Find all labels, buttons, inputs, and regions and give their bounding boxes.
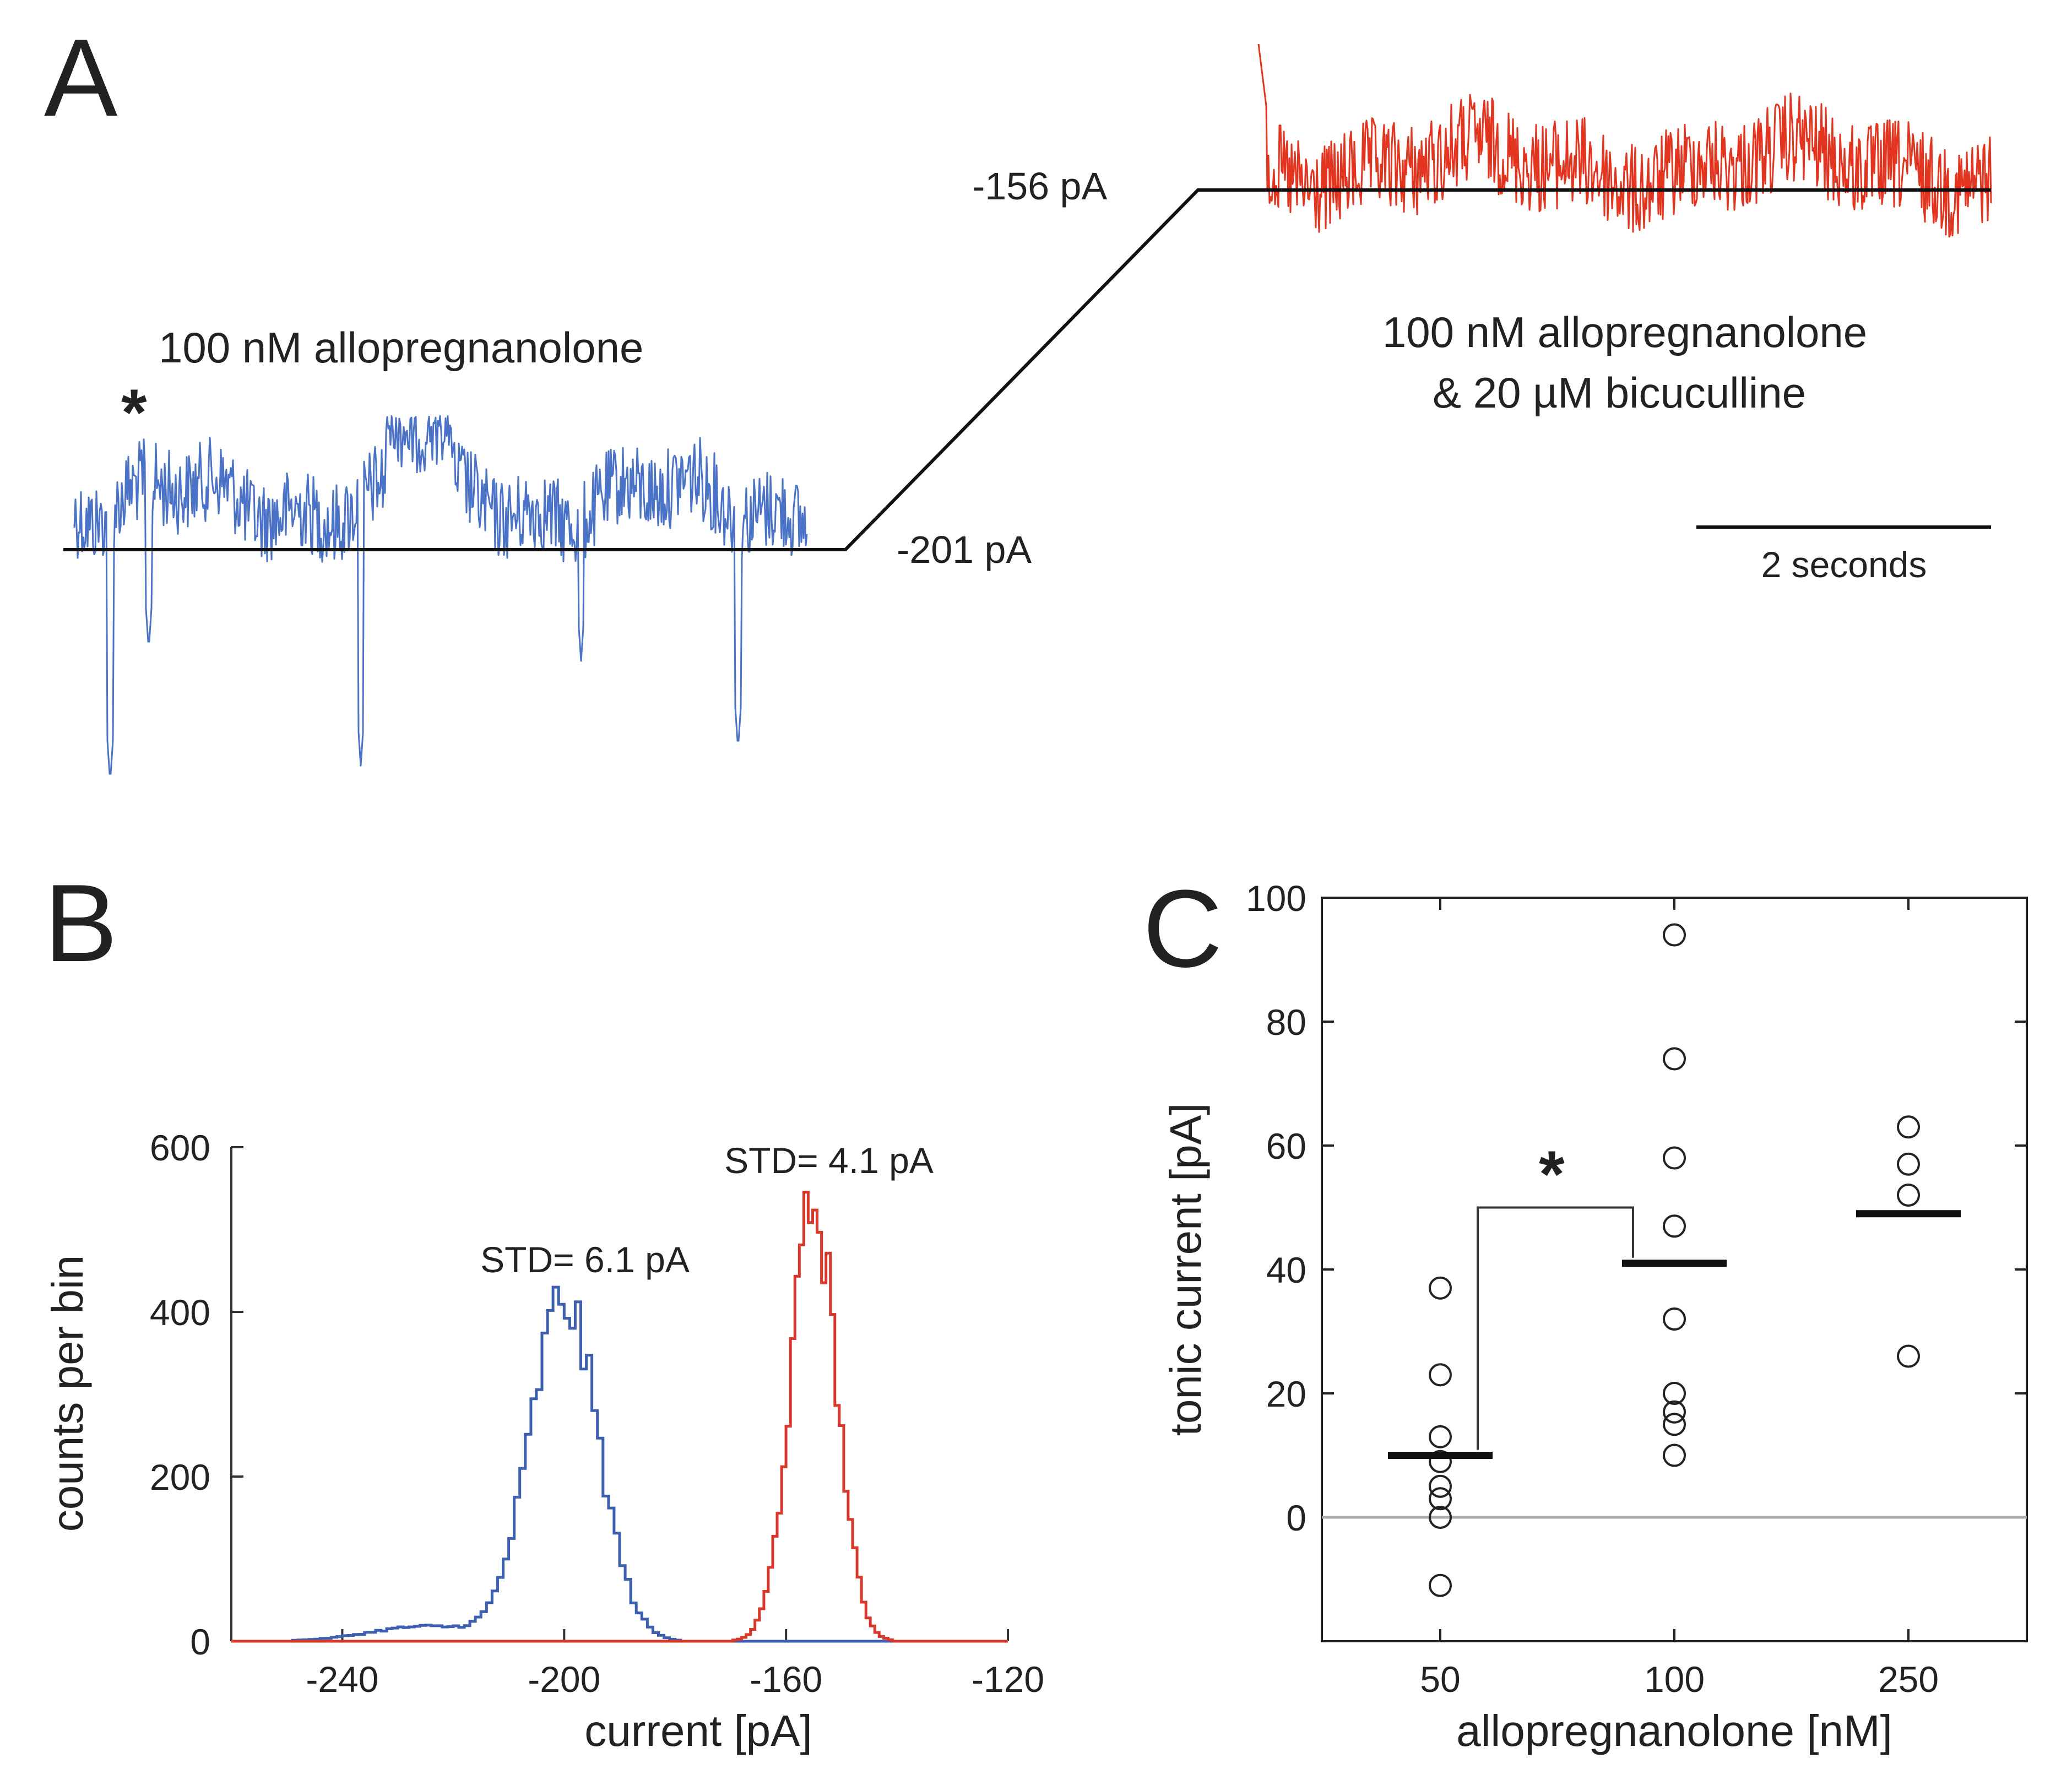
panel-b: B -240 -200 -160 -120 0 200 400 600 STD= 6.1 pA… xyxy=(43,862,1044,1755)
c-x-tick-label: 100 xyxy=(1644,1659,1705,1700)
b-y-tick-label: 600 xyxy=(150,1127,210,1168)
data-point xyxy=(1663,1307,1686,1331)
data-point xyxy=(1429,1474,1452,1498)
data-point xyxy=(1897,1184,1920,1207)
c-y-tick-label: 20 xyxy=(1266,1374,1306,1414)
b-x-tick-label: -200 xyxy=(528,1659,600,1700)
c-y-tick-label: 40 xyxy=(1266,1250,1306,1290)
data-point xyxy=(1429,1506,1452,1529)
data-point xyxy=(1897,1344,1920,1368)
label-bicuculline-line2: & 20 µM bicuculline xyxy=(1433,368,1806,417)
data-point xyxy=(1897,1152,1920,1176)
data-point xyxy=(1663,923,1686,947)
data-point xyxy=(1429,1487,1452,1511)
c-ticks: 0 20 40 60 80 100 50 100 250 xyxy=(1246,878,2027,1700)
histogram-bicuculline xyxy=(231,1191,1008,1643)
data-point xyxy=(1663,1382,1686,1405)
data-point xyxy=(1429,1573,1452,1597)
data-point xyxy=(1663,1214,1686,1238)
std-annotation-red: STD= 4.1 pA xyxy=(724,1140,934,1181)
std-annotation-blue: STD= 6.1 pA xyxy=(480,1239,690,1280)
histogram-allopregnanolone xyxy=(231,1285,1008,1643)
data-point xyxy=(1663,1444,1686,1467)
label-level-low: -201 pA xyxy=(897,528,1032,571)
c-y-tick-label: 60 xyxy=(1266,1126,1306,1166)
b-x-tick-label: -120 xyxy=(972,1659,1044,1700)
panel-a: A 100 nM allopregnanolone * -156 pA -201… xyxy=(44,17,1992,775)
b-ticks: -240 -200 -160 -120 0 200 400 600 xyxy=(150,1127,1044,1700)
b-y-axis-label: counts per bin xyxy=(43,1255,92,1532)
data-point xyxy=(1663,1400,1686,1424)
c-y-axis-label: tonic current [pA] xyxy=(1161,1103,1210,1436)
c-y-tick-label: 80 xyxy=(1266,1002,1306,1043)
panel-c: C 0 20 40 60 80 100 50 100 250 * allopregnanolon… xyxy=(1143,867,2028,1755)
significance-bracket xyxy=(1477,1206,1634,1450)
significance-star-a: * xyxy=(121,376,147,449)
b-x-tick-label: -240 xyxy=(306,1659,378,1700)
data-point xyxy=(1663,1146,1686,1170)
data-point xyxy=(1429,1450,1452,1473)
c-means xyxy=(1388,1210,1961,1459)
data-point xyxy=(1897,1115,1920,1139)
b-x-tick-label: -160 xyxy=(750,1659,822,1700)
data-point xyxy=(1663,1413,1686,1436)
trace-allopregnanolone xyxy=(73,415,808,775)
panel-a-letter: A xyxy=(44,17,118,139)
c-x-axis-label: allopregnanolone [nM] xyxy=(1456,1706,1892,1755)
c-y-tick-label: 0 xyxy=(1286,1497,1306,1538)
data-point xyxy=(1429,1363,1452,1387)
label-allopregnanolone: 100 nM allopregnanolone xyxy=(159,323,643,372)
trace-allopregnanolone-bicuculline xyxy=(1257,44,1992,238)
b-y-tick-label: 0 xyxy=(190,1621,210,1662)
data-point xyxy=(1663,1047,1686,1071)
c-x-tick-label: 50 xyxy=(1420,1659,1460,1700)
c-points xyxy=(1429,923,1920,1597)
b-x-axis-label: current [pA] xyxy=(584,1706,812,1755)
panel-b-letter: B xyxy=(44,862,117,985)
data-point xyxy=(1429,1276,1452,1300)
b-y-tick-label: 400 xyxy=(150,1292,210,1333)
label-bicuculline-line1: 100 nM allopregnanolone xyxy=(1382,308,1867,356)
scale-bar-label: 2 seconds xyxy=(1761,544,1927,585)
baseline-connector xyxy=(63,188,1991,551)
label-level-high: -156 pA xyxy=(972,165,1107,208)
significance-star-c: * xyxy=(1539,1137,1565,1211)
c-y-tick-label: 100 xyxy=(1246,878,1306,919)
b-y-tick-label: 200 xyxy=(150,1457,210,1497)
panel-c-letter: C xyxy=(1143,867,1222,990)
c-x-tick-label: 250 xyxy=(1878,1659,1939,1700)
data-point xyxy=(1429,1425,1452,1448)
